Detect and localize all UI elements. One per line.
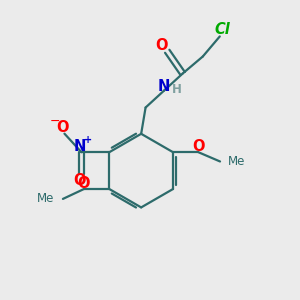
Text: Me: Me bbox=[37, 192, 55, 206]
Text: N: N bbox=[158, 79, 170, 94]
Text: O: O bbox=[74, 173, 86, 188]
Text: Me: Me bbox=[228, 155, 246, 168]
Text: O: O bbox=[156, 38, 168, 53]
Text: Cl: Cl bbox=[214, 22, 230, 38]
Text: −: − bbox=[50, 115, 60, 128]
Text: N: N bbox=[74, 139, 86, 154]
Text: H: H bbox=[172, 83, 182, 96]
Text: O: O bbox=[56, 120, 68, 135]
Text: O: O bbox=[78, 176, 90, 190]
Text: O: O bbox=[192, 139, 205, 154]
Text: +: + bbox=[84, 135, 92, 145]
